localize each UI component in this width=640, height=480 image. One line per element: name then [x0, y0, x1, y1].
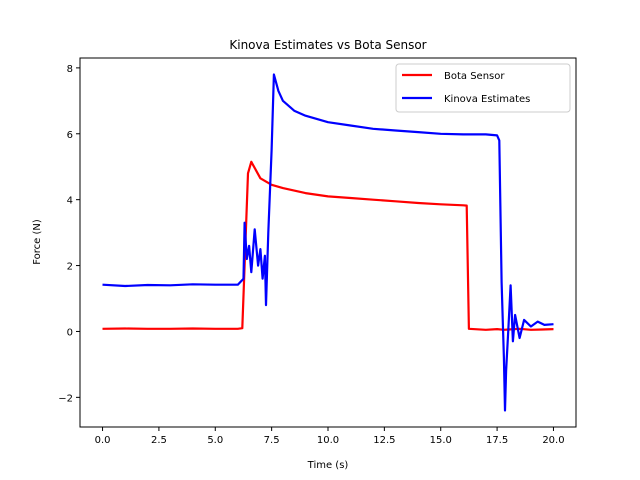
- x-axis-title: Time (s): [307, 460, 349, 471]
- x-axis: 0.0 2.5 5.0 7.5 10.0 12.5 15.0 17.5 20.0: [95, 427, 565, 446]
- series-line-kinova-estimates: [102, 73, 554, 412]
- x-tick-label: 5.0: [207, 435, 223, 446]
- x-tick-label: 20.0: [542, 435, 564, 446]
- y-tick-label: 4: [67, 196, 73, 207]
- y-tick-label: −2: [58, 393, 73, 404]
- legend-label-bota-sensor: Bota Sensor: [444, 71, 505, 82]
- legend-box: [395, 63, 571, 113]
- x-tick-label: 15.0: [430, 435, 452, 446]
- x-tick-label: 17.5: [486, 435, 508, 446]
- legend-label-kinova-estimates: Kinova Estimates: [444, 94, 530, 105]
- y-tick-label: 6: [67, 130, 73, 141]
- x-tick-label: 12.5: [373, 435, 395, 446]
- y-tick-label: 0: [67, 327, 73, 338]
- x-tick-label: 2.5: [151, 435, 167, 446]
- x-tick-label: 7.5: [264, 435, 280, 446]
- y-tick-label: 8: [67, 64, 73, 75]
- y-tick-label: 2: [67, 262, 73, 273]
- series-layer: [102, 73, 554, 412]
- y-axis-title: Force (N): [32, 219, 43, 265]
- legend: Bota Sensor Kinova Estimates: [395, 63, 571, 113]
- x-tick-label: 10.0: [317, 435, 339, 446]
- x-tick-label: 0.0: [95, 435, 111, 446]
- y-axis: −2 0 2 4 6 8: [58, 64, 80, 404]
- chart-title: Kinova Estimates vs Bota Sensor: [229, 38, 426, 52]
